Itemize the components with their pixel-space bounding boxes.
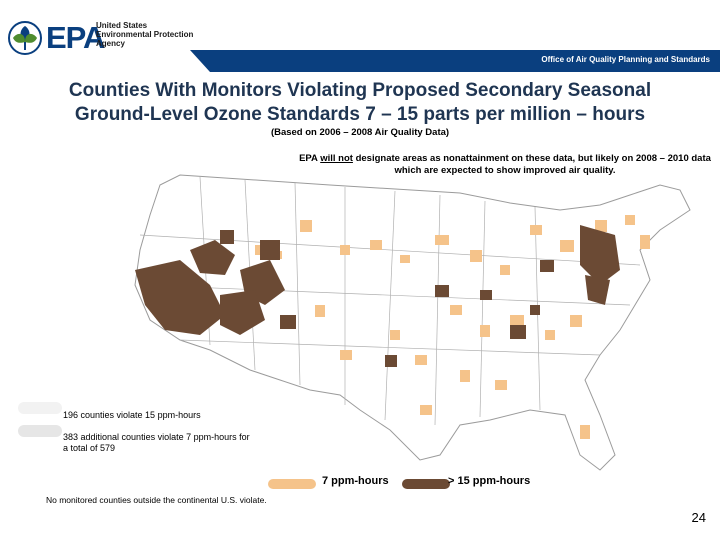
slide-title: Counties With Monitors Violating Propose… [20, 79, 700, 127]
note-suffix: designate areas as nonattainment on thes… [352, 153, 711, 176]
epa-flower-icon [8, 21, 42, 55]
header-band [0, 50, 720, 72]
title-line: Counties With Monitors Violating Propose… [68, 80, 652, 101]
note-prefix: EPA [299, 153, 321, 164]
legend-label-15-ppm: > 15 ppm-hours [448, 475, 531, 487]
designation-note: EPA will not designate areas as nonattai… [296, 153, 714, 177]
legend-item-196: 196 counties violate 15 ppm-hours [63, 410, 201, 420]
header: EPA United States Environmental Protecti… [0, 0, 720, 72]
footer-note: No monitored counties outside the contin… [46, 495, 267, 505]
agency-line: Agency [96, 39, 125, 48]
office-name: Office of Air Quality Planning and Stand… [541, 55, 710, 64]
legend-swatch-light [18, 402, 62, 414]
agency-line: Environmental Protection [96, 30, 194, 39]
legend-swatch-dark [18, 425, 62, 437]
epa-logo: EPA United States Environmental Protecti… [6, 20, 193, 56]
legend-swatch-7-ppm [268, 479, 316, 489]
us-county-map [134, 174, 691, 471]
us-outline [134, 174, 691, 471]
slide-subtitle: (Based on 2006 – 2008 Air Quality Data) [270, 127, 450, 138]
legend-item-383: 383 additional counties violate 7 ppm-ho… [63, 432, 250, 453]
note-emphasis: will not [320, 153, 353, 164]
legend-swatch-15-ppm [402, 479, 450, 489]
agency-name: United States Environmental Protection A… [96, 21, 196, 48]
dark-counties [135, 225, 620, 367]
title-line: Ground-Level Ozone Standards 7 – 15 part… [74, 104, 646, 125]
agency-line: United States [96, 21, 148, 30]
legend-label-7-ppm: 7 ppm-hours [322, 475, 389, 487]
epa-wordmark: EPA [46, 20, 105, 55]
page-number: 24 [691, 510, 706, 525]
